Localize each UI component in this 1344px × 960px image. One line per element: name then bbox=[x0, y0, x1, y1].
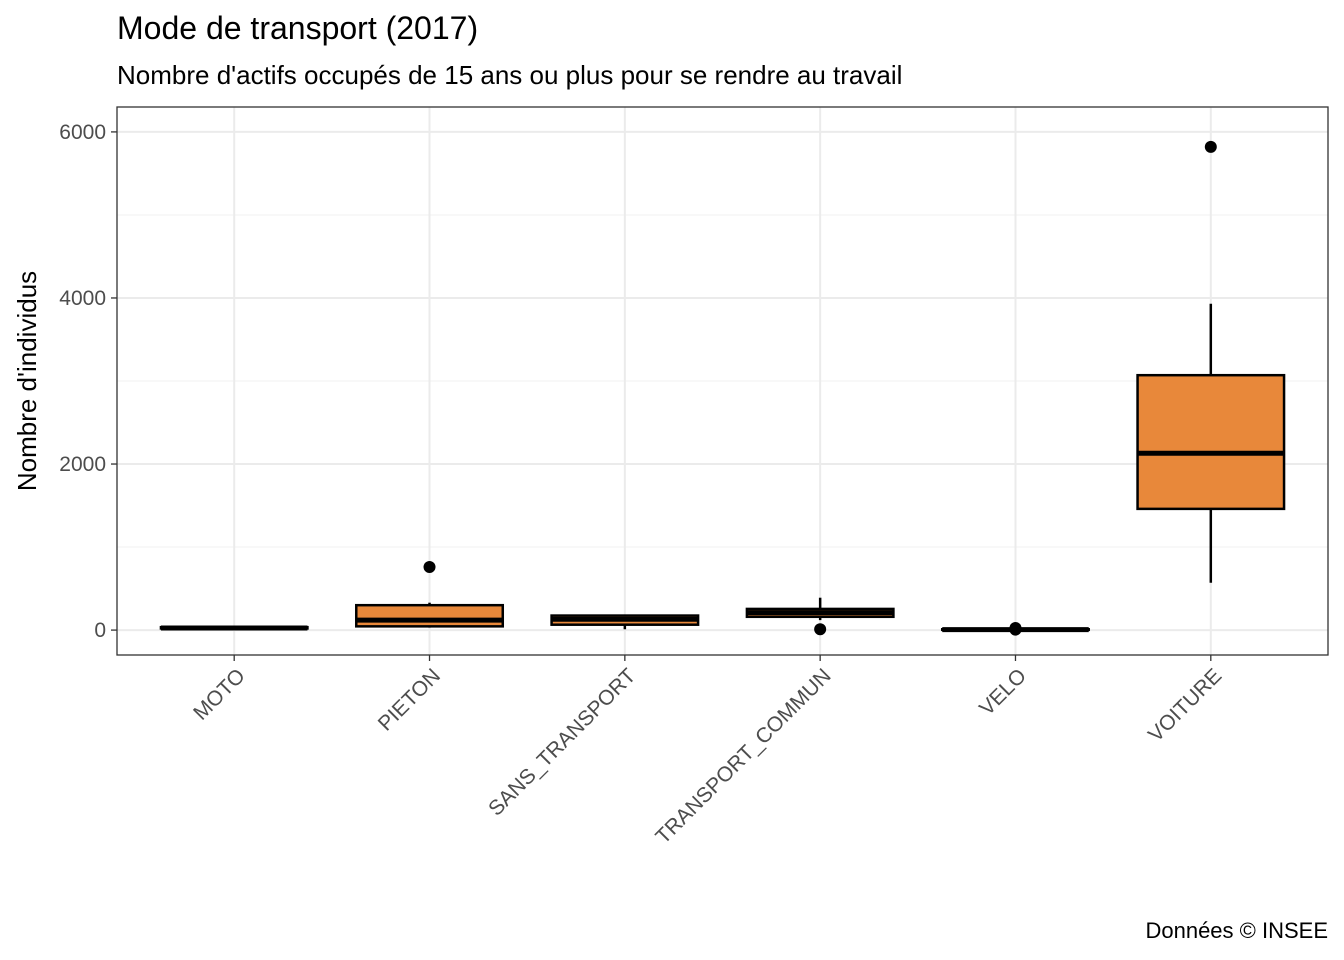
chart-subtitle: Nombre d'actifs occupés de 15 ans ou plu… bbox=[117, 60, 903, 90]
chart-title: Mode de transport (2017) bbox=[117, 10, 479, 46]
box-velo bbox=[940, 622, 1090, 636]
outlier-point bbox=[1204, 140, 1217, 153]
y-axis-title: Nombre d'individus bbox=[12, 271, 42, 491]
box-iqr bbox=[1136, 373, 1286, 511]
outlier-point bbox=[814, 623, 827, 636]
box-pieton bbox=[355, 560, 505, 628]
x-tick-label: SANS_TRANSPORT bbox=[484, 664, 640, 820]
box-iqr bbox=[355, 603, 505, 628]
y-tick-label: 4000 bbox=[59, 287, 106, 310]
y-tick-label: 6000 bbox=[59, 121, 106, 144]
y-tick-label: 0 bbox=[94, 619, 106, 642]
outlier-point bbox=[1009, 623, 1022, 636]
box-moto bbox=[159, 625, 309, 631]
outlier-point bbox=[423, 560, 436, 573]
x-tick-label: VOITURE bbox=[1144, 664, 1226, 746]
y-tick-label: 2000 bbox=[59, 453, 106, 476]
box-transport-commun bbox=[745, 597, 895, 636]
x-tick-label: PIETON bbox=[374, 664, 445, 735]
box-sans-transport bbox=[550, 614, 700, 630]
x-tick-label: MOTO bbox=[189, 664, 250, 725]
chart-caption: Données © INSEE bbox=[1145, 918, 1328, 943]
plot-panel-border bbox=[116, 106, 1329, 656]
x-tick-label: VELO bbox=[975, 664, 1031, 720]
x-tick-label: TRANSPORT_COMMUN bbox=[651, 664, 835, 848]
box-voiture bbox=[1136, 140, 1286, 583]
